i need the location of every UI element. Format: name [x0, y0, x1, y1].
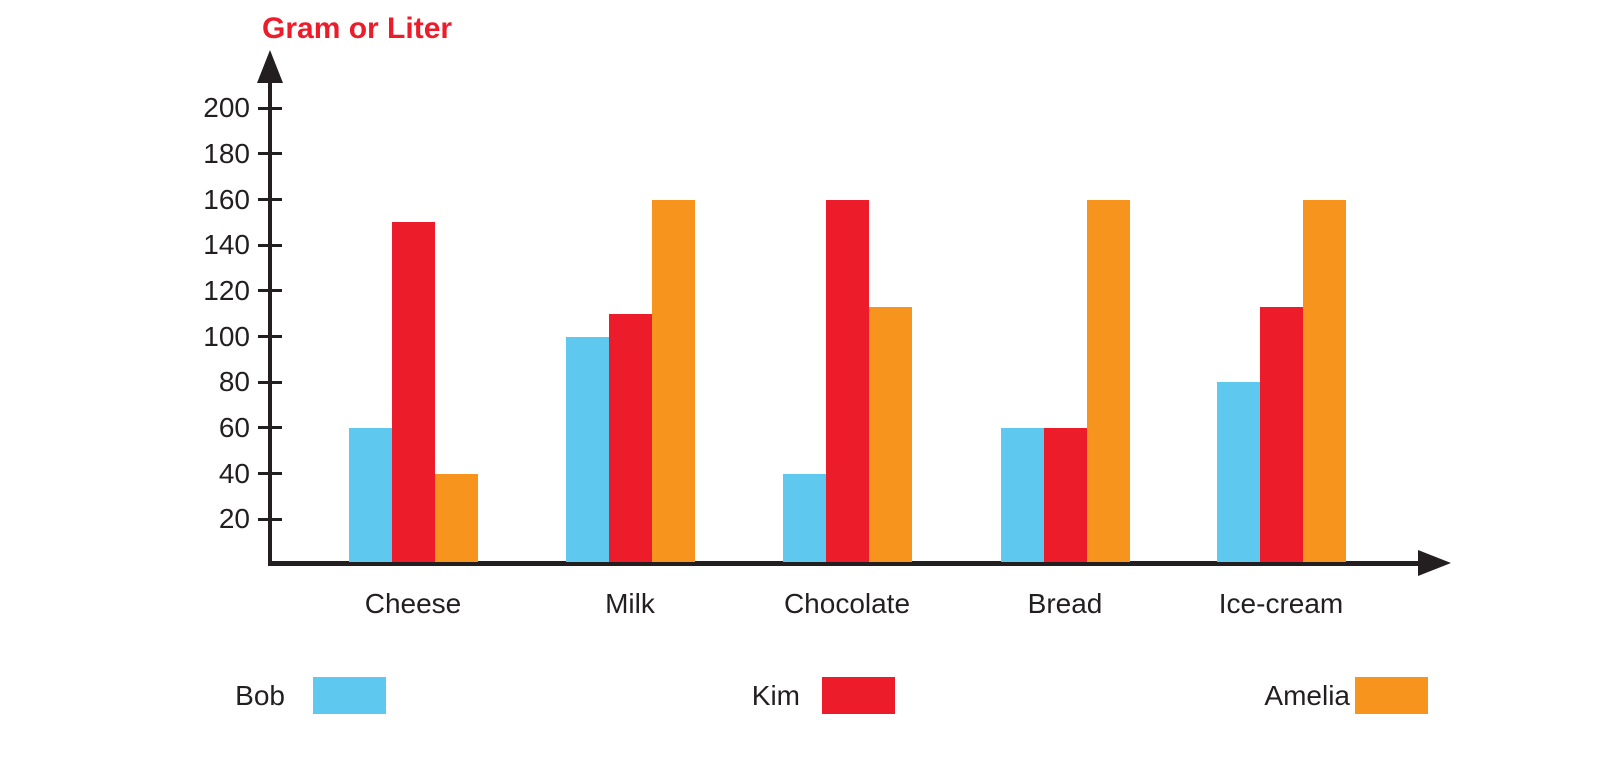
category-label: Bread [1027, 588, 1103, 619]
bar-amelia-milk [651, 199, 695, 562]
y-axis-tick-label: 100 [203, 320, 250, 352]
legend-swatch-bob [313, 677, 386, 714]
y-axis-tick-label: 140 [203, 229, 250, 261]
category-label: Milk [605, 588, 655, 619]
bar-amelia-cheese [434, 473, 478, 562]
bar-kim-milk [608, 313, 652, 562]
y-axis-tick-label: 80 [218, 366, 250, 398]
y-axis-tick-label: 200 [203, 92, 250, 124]
y-axis-tick [258, 106, 282, 110]
y-axis-arrow-icon [257, 50, 283, 83]
category-label: Ice-cream [1218, 588, 1344, 619]
bar-bob-milk [565, 336, 609, 562]
y-axis-tick-label: 20 [218, 503, 250, 535]
y-axis-tick [258, 152, 282, 156]
legend-label-amelia: Amelia [1264, 680, 1350, 711]
bar-kim-chocolate [825, 199, 869, 562]
bar-kim-cheese [391, 222, 435, 562]
y-axis-tick [258, 335, 282, 339]
y-axis-tick [258, 289, 282, 293]
bar-kim-ice-cream [1259, 306, 1303, 562]
chart-title: Gram or Liter [262, 12, 453, 45]
bar-bob-chocolate [782, 473, 826, 562]
bar-bob-bread [1000, 427, 1044, 562]
y-axis-tick-label: 120 [203, 274, 250, 306]
bar-kim-bread [1043, 427, 1087, 562]
bar-bob-ice-cream [1216, 382, 1260, 562]
y-axis-tick-label: 40 [218, 457, 250, 489]
bar-bob-cheese [348, 427, 392, 562]
bar-amelia-ice-cream [1302, 199, 1346, 562]
bar-amelia-chocolate [868, 306, 912, 562]
y-axis-tick-label: 160 [203, 183, 250, 215]
bar-amelia-bread [1086, 199, 1130, 562]
legend-label-kim: Kim [751, 680, 800, 711]
x-axis-arrow-icon [1418, 550, 1451, 576]
y-axis-tick-label: 60 [218, 411, 250, 443]
category-label: Chocolate [783, 588, 911, 619]
y-axis-tick-label: 180 [203, 137, 250, 169]
y-axis-tick [258, 243, 282, 247]
y-axis-tick [258, 426, 282, 430]
x-axis-line [268, 561, 1425, 566]
y-axis-tick [258, 380, 282, 384]
y-axis-tick [258, 517, 282, 521]
legend-swatch-kim [822, 677, 895, 714]
legend-label-bob: Bob [235, 680, 285, 711]
y-axis-tick [258, 198, 282, 202]
legend-swatch-amelia [1355, 677, 1428, 714]
y-axis-tick [258, 472, 282, 476]
category-label: Cheese [364, 588, 462, 619]
y-axis-line [268, 68, 272, 565]
